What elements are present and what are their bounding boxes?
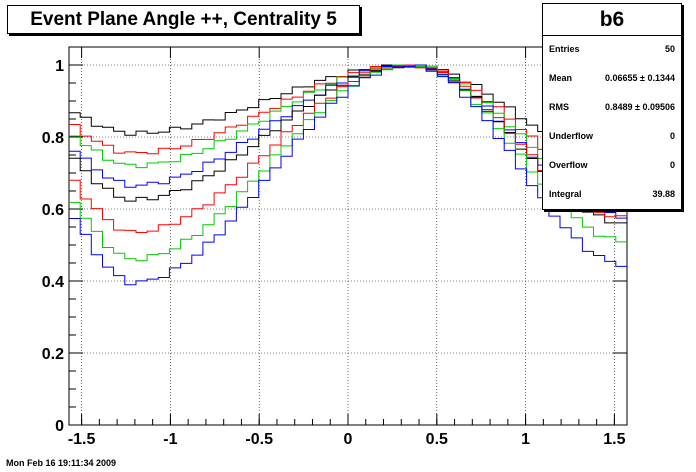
stat-label: Mean [549,73,573,83]
stat-value: 0 [669,131,675,141]
stat-value: 0.06655 ± 0.1344 [604,73,675,83]
histogram-series-6 [69,64,627,233]
x-tick-label: 1 [521,431,530,448]
x-tick-label: 1.5 [603,431,625,448]
y-tick-label: 0 [55,418,64,435]
x-tick-labels: -1.5 -1 -0.5 0 0.5 1 1.5 [68,431,626,448]
stat-row-mean: Mean 0.06655 ± 0.1344 [549,73,675,87]
stat-value: 0.8489 ± 0.09506 [604,102,675,112]
x-tick-label: -0.5 [245,431,273,448]
stats-name: b6 [543,4,681,36]
chart-title: Event Plane Angle ++, Centrality 5 [30,9,337,30]
timestamp: Mon Feb 16 19:11:34 2009 [6,458,117,468]
stat-label: RMS [549,102,569,112]
y-tick-label: 0.8 [42,130,64,147]
series-group [69,64,627,286]
x-tick-label: -1 [163,431,177,448]
grid-lines [69,47,627,426]
stat-label: Integral [549,189,582,199]
stat-value: 39.88 [652,189,675,199]
stat-row-overflow: Overflow 0 [549,160,675,174]
stat-value: 50 [664,44,675,54]
y-tick-label: 0.2 [42,346,64,363]
stats-box: b6 Entries 50 Mean 0.06655 ± 0.1344 RMS … [542,3,682,210]
stat-label: Entries [549,44,580,54]
stat-row-entries: Entries 50 [549,44,675,58]
y-tick-label: 0.6 [42,202,64,219]
x-tick-label: 0 [344,431,353,448]
x-tick-label: 0.5 [426,431,448,448]
stat-label: Overflow [549,160,588,170]
y-tick-labels: 0 0.2 0.4 0.6 0.8 1 [42,58,64,435]
stat-row-underflow: Underflow 0 [549,131,675,145]
histogram-series-8 [69,64,627,286]
x-tick-label: -1.5 [68,431,96,448]
stat-value: 0 [669,160,675,170]
title-box: Event Plane Angle ++, Centrality 5 [7,5,360,34]
stat-label: Underflow [549,131,593,141]
stat-row-integral: Integral 39.88 [549,189,675,203]
stat-row-rms: RMS 0.8489 ± 0.09506 [549,102,675,116]
y-tick-label: 1 [55,58,64,75]
y-tick-label: 0.4 [42,274,64,291]
